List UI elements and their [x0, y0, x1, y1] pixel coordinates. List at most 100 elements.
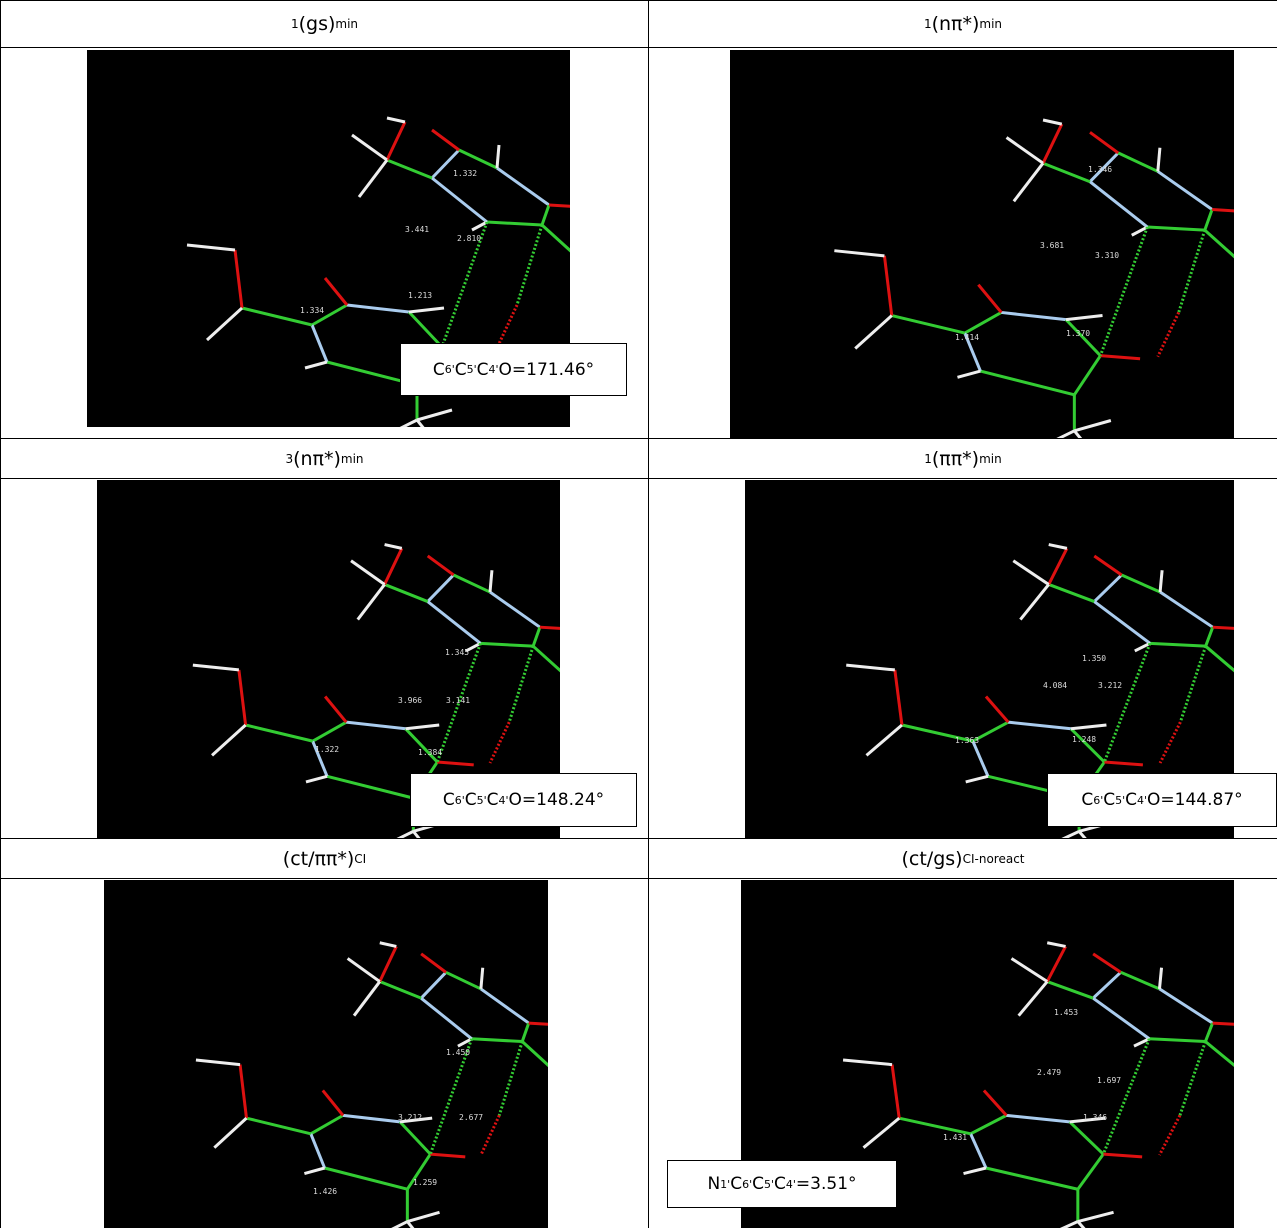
- bond: [409, 312, 442, 347]
- angle-atom: N: [707, 1174, 720, 1194]
- bond: [212, 725, 246, 755]
- bond: [490, 592, 540, 627]
- bond: [481, 968, 483, 989]
- bond: [380, 1222, 408, 1228]
- bond: [385, 831, 414, 838]
- bond: [1100, 356, 1140, 359]
- distance-label: 1.345: [445, 648, 469, 657]
- heading-text: (ππ*): [932, 448, 979, 470]
- bond: [1070, 1122, 1104, 1154]
- bond: [986, 697, 1008, 723]
- bond: [432, 130, 459, 150]
- distance-label: 3.441: [405, 225, 429, 234]
- bond: [1078, 1222, 1098, 1228]
- bond: [1074, 356, 1100, 395]
- bond: [409, 308, 444, 312]
- bond: [407, 1222, 425, 1228]
- bond: [1006, 1115, 1069, 1121]
- heading-sub: min: [979, 17, 1002, 31]
- bond: [1071, 725, 1106, 729]
- bond: [1122, 575, 1160, 592]
- bond: [304, 1168, 324, 1174]
- angle-atom: C: [1103, 790, 1115, 810]
- bond: [196, 1060, 240, 1065]
- bond: [1213, 627, 1234, 630]
- bond: [1158, 148, 1160, 172]
- bond: [522, 1023, 528, 1041]
- bond: [533, 627, 540, 646]
- bond: [497, 168, 549, 205]
- molecule-image: 1.3463.6813.3101.3701.414: [730, 50, 1234, 438]
- angle-atom: =3.51°: [796, 1174, 857, 1194]
- distance-line: [1100, 227, 1147, 356]
- bond: [323, 1090, 343, 1115]
- bond: [421, 998, 472, 1039]
- bond: [895, 670, 902, 725]
- distance-line: [509, 646, 533, 722]
- heading-text: (gs): [299, 13, 336, 35]
- bond: [542, 205, 549, 225]
- bond: [1090, 182, 1147, 227]
- angle-atom: C: [443, 790, 455, 810]
- bond: [446, 972, 481, 989]
- distance-label: 1.248: [1072, 735, 1096, 744]
- angle-atom: O=148.24°: [509, 790, 605, 810]
- bond: [1206, 646, 1234, 693]
- distance-label: 1.322: [315, 745, 339, 754]
- bond: [312, 325, 327, 362]
- bond: [387, 420, 417, 427]
- heading-cell: 1(nπ*)min: [648, 0, 1277, 48]
- distance-label: 3.141: [446, 696, 470, 705]
- bond: [325, 278, 347, 305]
- bond: [1007, 137, 1044, 163]
- bond: [1158, 171, 1212, 209]
- heading-cell: 1(gs)min: [0, 0, 649, 48]
- distance-label: 3.681: [1040, 241, 1064, 250]
- angle-atom: C: [730, 1174, 742, 1194]
- distance-line: [1180, 646, 1205, 722]
- bond: [1047, 982, 1093, 999]
- bond: [1074, 431, 1095, 438]
- bond: [1205, 1023, 1212, 1041]
- bond: [1047, 946, 1065, 981]
- bond: [1049, 584, 1095, 601]
- distance-label: 1.384: [418, 748, 442, 757]
- bond: [1150, 643, 1206, 646]
- bond: [400, 1122, 430, 1154]
- angle-atom: C: [433, 360, 445, 380]
- bond: [986, 1168, 1078, 1189]
- distance-label: 3.966: [398, 696, 422, 705]
- bond: [207, 308, 242, 340]
- bond: [346, 722, 405, 729]
- bond: [1149, 1039, 1205, 1042]
- heading-sup: 1: [924, 17, 932, 31]
- bond: [1159, 989, 1212, 1023]
- bond: [246, 725, 313, 741]
- bond: [490, 570, 492, 592]
- bond: [385, 584, 428, 601]
- distance-line: [1104, 643, 1150, 762]
- angle-index: 4': [1137, 794, 1147, 807]
- bond: [413, 831, 432, 838]
- bond: [380, 982, 421, 999]
- bond: [1001, 312, 1066, 319]
- bond: [480, 643, 533, 646]
- bond: [1049, 831, 1079, 838]
- bond: [1094, 556, 1121, 575]
- bond: [358, 584, 385, 619]
- bond: [1047, 1222, 1078, 1228]
- distance-label: 3.310: [1095, 251, 1119, 260]
- bond: [1147, 227, 1204, 230]
- bond: [984, 1090, 1006, 1115]
- bond: [1066, 316, 1103, 320]
- bond: [884, 256, 891, 316]
- angle-label: C6'C5'C4'O=148.24°: [410, 773, 637, 827]
- bond: [437, 762, 473, 765]
- bond: [421, 954, 446, 972]
- bond: [855, 316, 892, 349]
- angle-index: 4': [786, 1178, 796, 1191]
- bond: [1160, 570, 1162, 592]
- heading-sub: CI-noreact: [963, 852, 1025, 866]
- bond: [1213, 1023, 1234, 1026]
- bond: [417, 410, 452, 420]
